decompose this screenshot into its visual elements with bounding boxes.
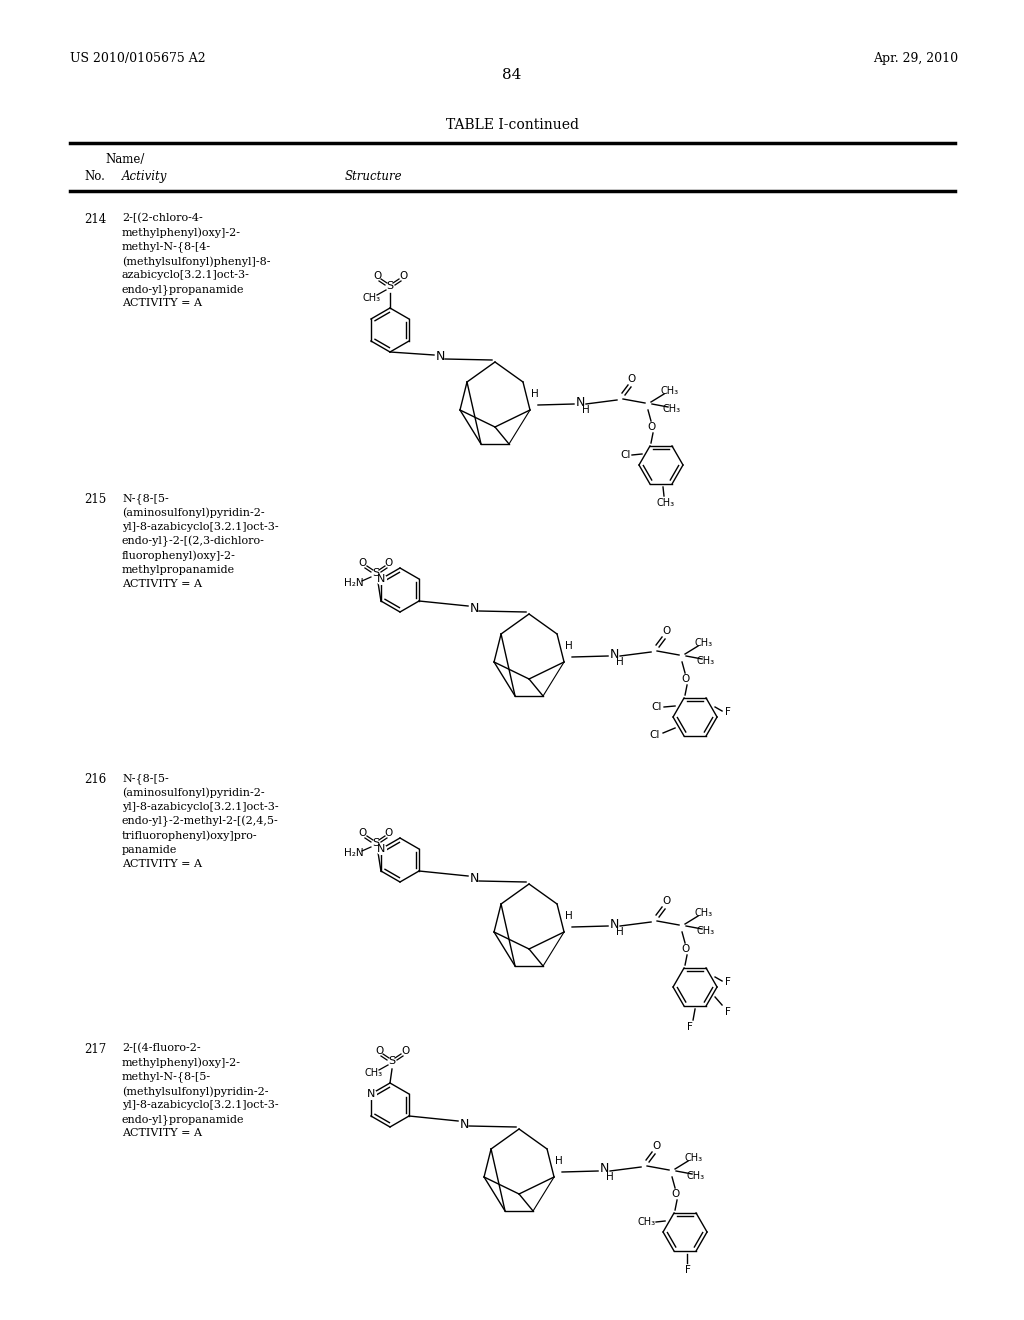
Text: S: S: [373, 568, 380, 578]
Text: O: O: [662, 896, 670, 906]
Text: Apr. 29, 2010: Apr. 29, 2010: [872, 51, 958, 65]
Text: S: S: [386, 281, 393, 290]
Text: O: O: [375, 1045, 383, 1056]
Text: H₂N: H₂N: [344, 847, 364, 858]
Text: S: S: [373, 838, 380, 847]
Text: CH₃: CH₃: [638, 1217, 656, 1228]
Text: O: O: [373, 271, 381, 281]
Text: 214: 214: [84, 213, 106, 226]
Text: O: O: [628, 374, 636, 384]
Text: O: O: [662, 626, 670, 636]
Text: 216: 216: [84, 774, 106, 785]
Text: N: N: [460, 1118, 469, 1130]
Text: H: H: [531, 389, 539, 399]
Text: 84: 84: [503, 69, 521, 82]
Text: O: O: [400, 1045, 410, 1056]
Text: H: H: [606, 1172, 614, 1181]
Text: N: N: [377, 574, 385, 583]
Text: Cl: Cl: [650, 730, 660, 741]
Text: 217: 217: [84, 1043, 106, 1056]
Text: No.: No.: [84, 170, 104, 183]
Text: Cl: Cl: [652, 702, 663, 711]
Text: CH₃: CH₃: [687, 1171, 706, 1181]
Text: US 2010/0105675 A2: US 2010/0105675 A2: [70, 51, 206, 65]
Text: N: N: [435, 351, 444, 363]
Text: N-{8-[5-
(aminosulfonyl)pyridin-2-
yl]-8-azabicyclo[3.2.1]oct-3-
endo-yl}-2-[(2,: N-{8-[5- (aminosulfonyl)pyridin-2- yl]-8…: [122, 492, 279, 589]
Text: N: N: [469, 873, 479, 886]
Text: Activity: Activity: [122, 170, 167, 183]
Text: CH₃: CH₃: [365, 1068, 383, 1078]
Text: O: O: [385, 828, 393, 838]
Text: CH₃: CH₃: [697, 927, 715, 936]
Text: CH₃: CH₃: [697, 656, 715, 667]
Text: CH₃: CH₃: [685, 1152, 703, 1163]
Text: F: F: [685, 1265, 691, 1275]
Text: S: S: [388, 1056, 395, 1067]
Text: F: F: [725, 1007, 731, 1016]
Text: Cl: Cl: [621, 450, 631, 459]
Text: H₂N: H₂N: [344, 578, 364, 587]
Text: N: N: [609, 917, 618, 931]
Text: Structure: Structure: [345, 170, 402, 183]
Text: O: O: [358, 558, 367, 568]
Text: O: O: [652, 1140, 660, 1151]
Text: 2-[(2-chloro-4-
methylphenyl)oxy]-2-
methyl-N-{8-[4-
(methylsulfonyl)phenyl]-8-
: 2-[(2-chloro-4- methylphenyl)oxy]-2- met…: [122, 213, 270, 308]
Text: N: N: [469, 602, 479, 615]
Text: N-{8-[5-
(aminosulfonyl)pyridin-2-
yl]-8-azabicyclo[3.2.1]oct-3-
endo-yl}-2-meth: N-{8-[5- (aminosulfonyl)pyridin-2- yl]-8…: [122, 774, 279, 869]
Text: O: O: [647, 422, 655, 432]
Text: H: H: [555, 1156, 563, 1166]
Text: 215: 215: [84, 492, 106, 506]
Text: N: N: [575, 396, 585, 408]
Text: F: F: [725, 708, 731, 717]
Text: H: H: [582, 405, 590, 414]
Text: Name/: Name/: [105, 153, 144, 166]
Text: H: H: [565, 642, 572, 651]
Text: CH₃: CH₃: [695, 638, 713, 648]
Text: 2-[(4-fluoro-2-
methylphenyl)oxy]-2-
methyl-N-{8-[5-
(methylsulfonyl)pyridin-2-
: 2-[(4-fluoro-2- methylphenyl)oxy]-2- met…: [122, 1043, 279, 1138]
Text: N: N: [609, 648, 618, 660]
Text: CH₃: CH₃: [663, 404, 681, 414]
Text: O: O: [385, 558, 393, 568]
Text: F: F: [725, 977, 731, 987]
Text: H: H: [565, 911, 572, 921]
Text: H: H: [616, 927, 624, 937]
Text: O: O: [671, 1189, 679, 1199]
Text: CH₃: CH₃: [657, 498, 675, 508]
Text: O: O: [681, 675, 689, 684]
Text: O: O: [358, 828, 367, 838]
Text: H: H: [616, 657, 624, 667]
Text: TABLE I-continued: TABLE I-continued: [445, 117, 579, 132]
Text: CH₃: CH₃: [362, 293, 381, 304]
Text: F: F: [687, 1022, 693, 1032]
Text: N: N: [377, 843, 385, 854]
Text: N: N: [599, 1163, 608, 1176]
Text: O: O: [399, 271, 408, 281]
Text: CH₃: CH₃: [695, 908, 713, 917]
Text: N: N: [367, 1089, 375, 1100]
Text: CH₃: CH₃: [660, 385, 679, 396]
Text: O: O: [681, 944, 689, 954]
